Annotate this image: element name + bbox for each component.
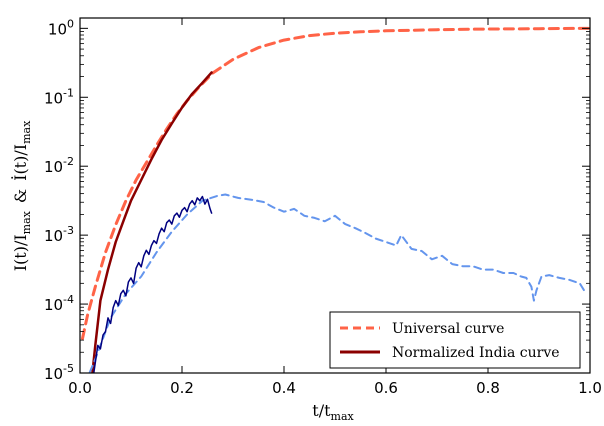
plot-frame [79,17,591,374]
series-line-0 [81,26,590,340]
legend-label-india: Normalized India curve [392,345,560,361]
legend-box [329,311,581,369]
series-line-3 [93,195,213,373]
series-line-1 [91,71,213,373]
x-tick-label: 1.0 [578,379,602,397]
y-tick-label: 10-5 [44,362,74,383]
x-tick-label: 0.4 [272,379,296,397]
y-axis-label: I(t)/Imax&İ(t)/Imax [10,120,33,271]
y-tick-label: 10-2 [44,155,74,176]
y-tick-label: 10-3 [44,224,74,245]
series-line-2 [88,193,586,373]
x-tick-label: 0.2 [170,379,194,397]
x-tick-label: 0.6 [374,379,398,397]
legend: Universal curve Normalized India curve [329,311,581,369]
y-tick-label: 10-1 [44,86,74,107]
legend-label-universal: Universal curve [392,321,504,337]
x-axis-label: t/tmax [312,401,354,423]
x-tick-label: 0.8 [476,379,500,397]
y-tick-label: 100 [48,17,74,38]
y-tick-label: 10-4 [44,293,74,314]
x-tick-label: 0.0 [68,379,92,397]
